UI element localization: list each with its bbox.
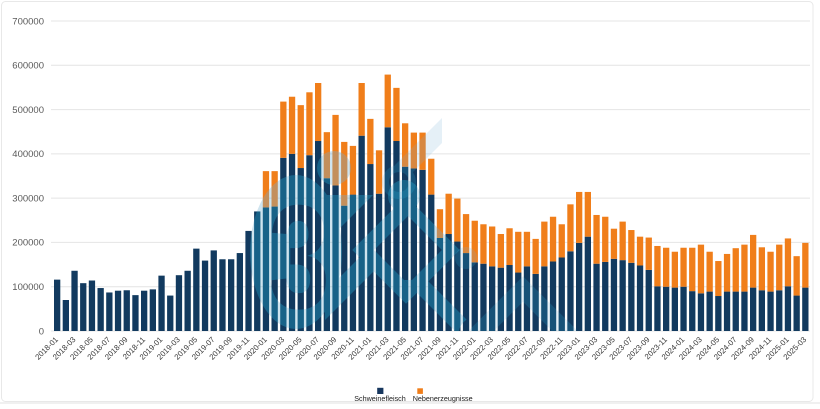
svg-text:100000: 100000 xyxy=(12,282,44,293)
svg-text:400000: 400000 xyxy=(12,149,44,160)
svg-text:500000: 500000 xyxy=(12,105,44,116)
svg-text:600000: 600000 xyxy=(12,61,44,72)
svg-text:Schweinefleisch: Schweinefleisch xyxy=(354,394,406,403)
svg-text:300000: 300000 xyxy=(12,193,44,204)
svg-text:0: 0 xyxy=(39,326,44,337)
svg-text:Nebenerzeugnisse: Nebenerzeugnisse xyxy=(413,394,473,403)
svg-text:700000: 700000 xyxy=(12,16,44,27)
svg-text:200000: 200000 xyxy=(12,238,44,249)
